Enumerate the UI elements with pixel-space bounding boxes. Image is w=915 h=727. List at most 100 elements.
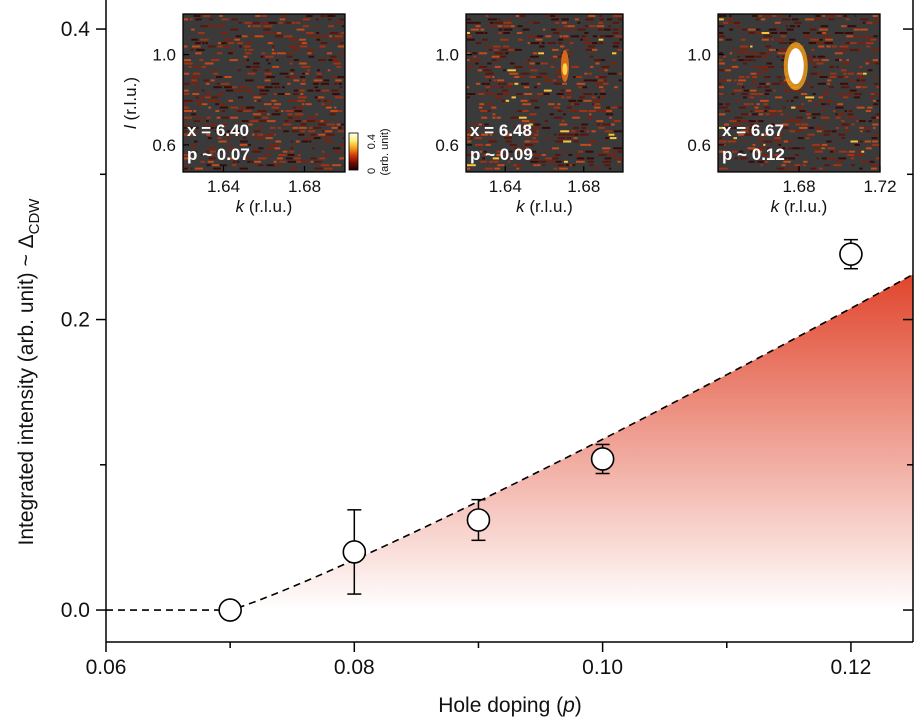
noise-pixel bbox=[595, 167, 600, 170]
noise-pixel bbox=[302, 120, 307, 123]
noise-pixel bbox=[485, 72, 494, 75]
noise-pixel bbox=[767, 157, 772, 160]
noise-pixel bbox=[846, 35, 854, 38]
noise-pixel bbox=[740, 120, 748, 123]
noise-pixel bbox=[719, 126, 725, 129]
noise-pixel bbox=[332, 59, 340, 62]
noise-pixel bbox=[602, 82, 609, 85]
noise-pixel bbox=[776, 55, 780, 58]
noise-pixel bbox=[822, 93, 829, 95]
noise-pixel bbox=[875, 133, 879, 136]
noise-pixel bbox=[611, 150, 617, 153]
noise-pixel bbox=[812, 116, 816, 119]
noise-pixel bbox=[229, 157, 236, 160]
noise-pixel bbox=[274, 164, 281, 167]
noise-pixel bbox=[719, 167, 728, 170]
noise-pixel bbox=[877, 120, 879, 123]
noise-pixel bbox=[504, 137, 513, 140]
noise-pixel bbox=[719, 32, 724, 34]
noise-pixel bbox=[488, 79, 491, 82]
noise-pixel bbox=[324, 103, 330, 106]
noise-pixel bbox=[598, 154, 607, 156]
noise-pixel bbox=[189, 18, 193, 21]
noise-pixel bbox=[270, 143, 278, 146]
noise-pixel bbox=[514, 147, 517, 150]
noise-pixel bbox=[774, 154, 781, 156]
noise-pixel bbox=[553, 167, 558, 170]
noise-pixel bbox=[840, 82, 849, 85]
noise-pixel bbox=[826, 45, 831, 48]
noise-pixel bbox=[872, 15, 878, 17]
noise-pixel bbox=[557, 137, 566, 140]
noise-pixel bbox=[559, 123, 568, 126]
noise-pixel bbox=[738, 79, 746, 82]
noise-pixel bbox=[816, 62, 824, 65]
noise-pixel bbox=[498, 28, 503, 31]
noise-pixel bbox=[536, 35, 544, 38]
noise-pixel bbox=[485, 82, 490, 85]
noise-pixel bbox=[761, 32, 770, 34]
noise-pixel bbox=[740, 48, 749, 51]
noise-pixel bbox=[772, 15, 777, 17]
noise-pixel bbox=[467, 93, 473, 95]
inset-y-tick-label: 0.6 bbox=[152, 136, 176, 155]
noise-pixel bbox=[874, 18, 879, 21]
noise-pixel bbox=[264, 32, 271, 34]
noise-pixel bbox=[250, 160, 254, 163]
noise-pixel bbox=[763, 143, 766, 146]
noise-pixel bbox=[754, 106, 759, 109]
noise-pixel bbox=[489, 133, 492, 136]
inset-x-axis-label: k (r.l.u.) bbox=[771, 197, 828, 216]
noise-pixel bbox=[470, 137, 473, 140]
noise-pixel bbox=[577, 28, 586, 31]
noise-pixel bbox=[246, 130, 249, 133]
noise-pixel bbox=[743, 140, 747, 143]
noise-pixel bbox=[868, 120, 872, 123]
noise-pixel bbox=[755, 18, 760, 21]
noise-pixel bbox=[485, 143, 491, 146]
noise-pixel bbox=[733, 123, 741, 126]
noise-pixel bbox=[741, 130, 749, 133]
noise-pixel bbox=[281, 110, 284, 112]
noise-pixel bbox=[317, 96, 325, 99]
noise-pixel bbox=[788, 42, 795, 45]
noise-pixel bbox=[215, 103, 219, 106]
noise-pixel bbox=[293, 89, 299, 92]
noise-pixel bbox=[844, 76, 849, 78]
noise-pixel bbox=[248, 143, 251, 146]
noise-pixel bbox=[750, 72, 757, 75]
noise-pixel bbox=[314, 86, 319, 89]
noise-pixel bbox=[523, 123, 527, 126]
noise-pixel bbox=[321, 164, 330, 167]
noise-pixel bbox=[316, 38, 321, 41]
noise-pixel bbox=[593, 99, 601, 102]
inset-noise bbox=[184, 15, 344, 170]
noise-pixel bbox=[302, 18, 311, 21]
noise-pixel bbox=[300, 82, 306, 85]
noise-pixel bbox=[232, 160, 236, 163]
noise-pixel bbox=[483, 126, 491, 129]
noise-pixel bbox=[293, 157, 301, 160]
noise-pixel bbox=[313, 79, 320, 82]
noise-pixel bbox=[505, 133, 511, 136]
noise-pixel bbox=[866, 59, 871, 62]
noise-pixel bbox=[482, 157, 485, 160]
noise-pixel bbox=[775, 96, 783, 99]
noise-pixel bbox=[876, 86, 879, 89]
noise-pixel bbox=[818, 45, 825, 48]
inset-x-label-unit: (r.l.u.) bbox=[244, 197, 292, 216]
noise-pixel bbox=[817, 72, 822, 75]
noise-pixel bbox=[826, 157, 836, 160]
inset-y-tick-label: 1.0 bbox=[435, 46, 459, 65]
noise-pixel bbox=[488, 48, 493, 51]
noise-pixel bbox=[814, 18, 822, 21]
noise-pixel bbox=[258, 126, 262, 129]
noise-pixel bbox=[467, 32, 470, 34]
noise-pixel bbox=[232, 164, 237, 167]
noise-pixel bbox=[770, 123, 775, 126]
noise-pixel bbox=[206, 120, 209, 123]
noise-pixel bbox=[191, 28, 195, 31]
noise-pixel bbox=[867, 106, 873, 109]
noise-pixel bbox=[835, 106, 844, 109]
